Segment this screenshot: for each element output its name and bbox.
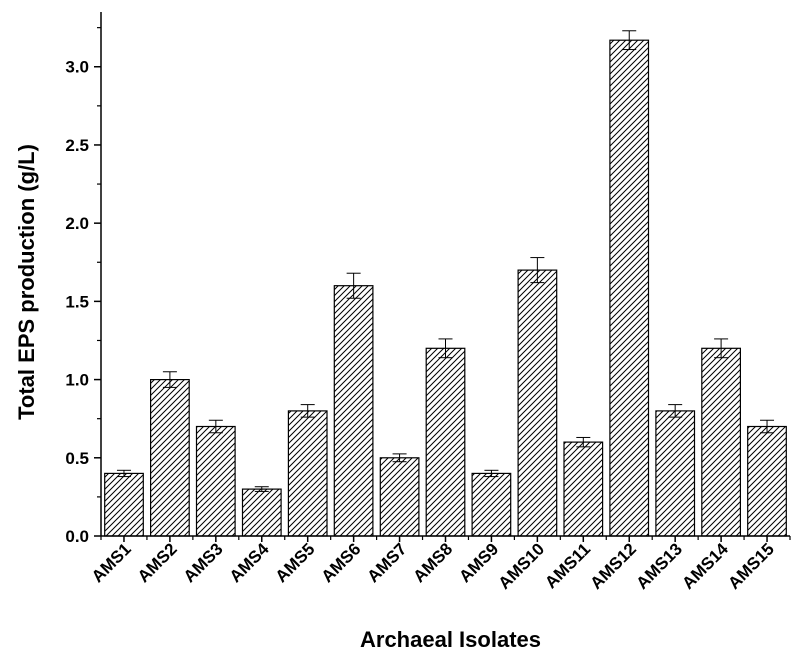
error-bar-ams13 bbox=[668, 404, 683, 418]
y-axis-title: Total EPS production (g/L) bbox=[14, 144, 39, 420]
x-tick-label: AMS12 bbox=[587, 539, 641, 593]
x-axis-title: Archaeal Isolates bbox=[360, 627, 541, 652]
x-tick-label: AMS5 bbox=[272, 539, 319, 586]
bar-ams15 bbox=[747, 425, 787, 537]
x-tick-label: AMS11 bbox=[541, 539, 594, 592]
error-bar-ams10 bbox=[530, 257, 545, 284]
x-tick-label: AMS13 bbox=[632, 539, 686, 593]
y-tick-label: 0.0 bbox=[65, 527, 89, 546]
x-tick-label: AMS2 bbox=[134, 539, 181, 586]
error-bar-ams14 bbox=[714, 338, 729, 359]
error-bar-ams2 bbox=[162, 371, 177, 388]
x-tick-label: AMS14 bbox=[678, 539, 732, 593]
error-bar-ams5 bbox=[300, 404, 315, 418]
error-bar-ams12 bbox=[622, 30, 637, 51]
bar-ams10 bbox=[517, 269, 558, 537]
y-tick-label: 1.0 bbox=[65, 371, 89, 390]
bar-ams7 bbox=[379, 457, 420, 537]
error-bar-ams9 bbox=[484, 469, 499, 478]
error-bars-layer bbox=[116, 30, 775, 492]
bar-ams1 bbox=[104, 472, 144, 537]
x-tick-label: AMS3 bbox=[180, 539, 227, 586]
error-bar-ams8 bbox=[438, 338, 453, 359]
error-bar-ams4 bbox=[254, 486, 269, 492]
error-bar-ams6 bbox=[346, 272, 361, 299]
x-tick-label: AMS15 bbox=[724, 539, 778, 593]
x-tick-label: AMS8 bbox=[409, 539, 456, 586]
bar-ams2 bbox=[150, 379, 190, 537]
error-bar-ams15 bbox=[760, 419, 775, 434]
bar-ams11 bbox=[563, 441, 604, 537]
bar-ams6 bbox=[333, 285, 374, 537]
x-tick-label: AMS1 bbox=[88, 539, 135, 586]
error-bar-ams3 bbox=[208, 419, 223, 434]
error-bar-ams1 bbox=[116, 469, 131, 478]
y-tick-label: 0.5 bbox=[65, 449, 89, 468]
bar-ams3 bbox=[195, 425, 236, 537]
bar-ams8 bbox=[425, 347, 466, 537]
error-bar-ams7 bbox=[392, 453, 407, 463]
bar-ams5 bbox=[287, 410, 328, 537]
bars-layer bbox=[104, 39, 787, 537]
y-tick-label: 2.0 bbox=[65, 214, 89, 233]
bar-ams4 bbox=[241, 488, 282, 537]
bar-ams14 bbox=[701, 347, 741, 537]
x-tick-label: AMS10 bbox=[495, 539, 549, 593]
y-tick-label: 2.5 bbox=[65, 136, 89, 155]
y-tick-label: 3.0 bbox=[65, 58, 89, 77]
x-tick-label: AMS7 bbox=[364, 539, 411, 586]
error-bar-ams11 bbox=[576, 436, 591, 448]
bar-ams9 bbox=[471, 472, 512, 537]
x-tick-label: AMS4 bbox=[226, 539, 273, 586]
bar-ams13 bbox=[655, 410, 696, 537]
x-tick-label: AMS6 bbox=[318, 539, 365, 586]
bar-ams12 bbox=[609, 39, 650, 537]
y-tick-label: 1.5 bbox=[65, 292, 89, 311]
